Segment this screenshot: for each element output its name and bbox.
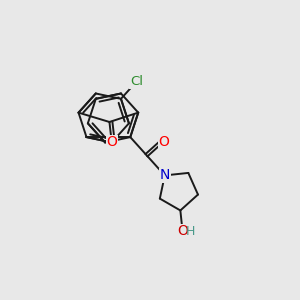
- Text: O: O: [177, 224, 188, 239]
- Text: N: N: [160, 168, 170, 182]
- Text: H: H: [186, 225, 195, 238]
- Text: Cl: Cl: [130, 75, 143, 88]
- Text: O: O: [158, 135, 169, 148]
- Text: O: O: [106, 136, 117, 149]
